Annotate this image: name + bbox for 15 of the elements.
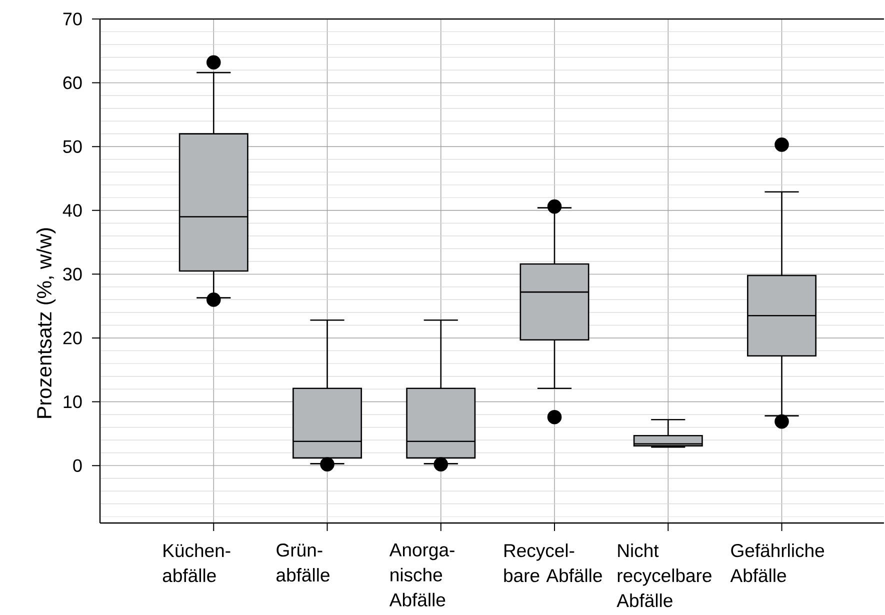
y-tick-label: 50	[63, 140, 82, 153]
y-tick-label: 10	[64, 395, 82, 408]
x-tick-label: Küchen- abfälle	[162, 544, 230, 582]
y-tick-label: 0	[73, 459, 82, 472]
x-tick-label: Grün- abfälle	[276, 544, 330, 582]
y-axis-title: Prozentsatz (%, w/w)	[36, 228, 56, 418]
y-tick-label: 40	[62, 204, 82, 217]
x-tick-label: Nicht recycelbare Abfälle	[616, 544, 712, 608]
y-tick-label: 70	[63, 12, 82, 26]
x-tick-label: Gefährliche Abfälle	[730, 544, 824, 582]
y-tick-label: 60	[63, 76, 82, 90]
x-tick-label: Recycel- bare Abfälle	[504, 544, 602, 582]
y-tick-label: 30	[63, 268, 82, 281]
x-tick-label: Anorga- nische Abfälle	[389, 544, 454, 606]
y-tick-label: 20	[63, 332, 82, 344]
